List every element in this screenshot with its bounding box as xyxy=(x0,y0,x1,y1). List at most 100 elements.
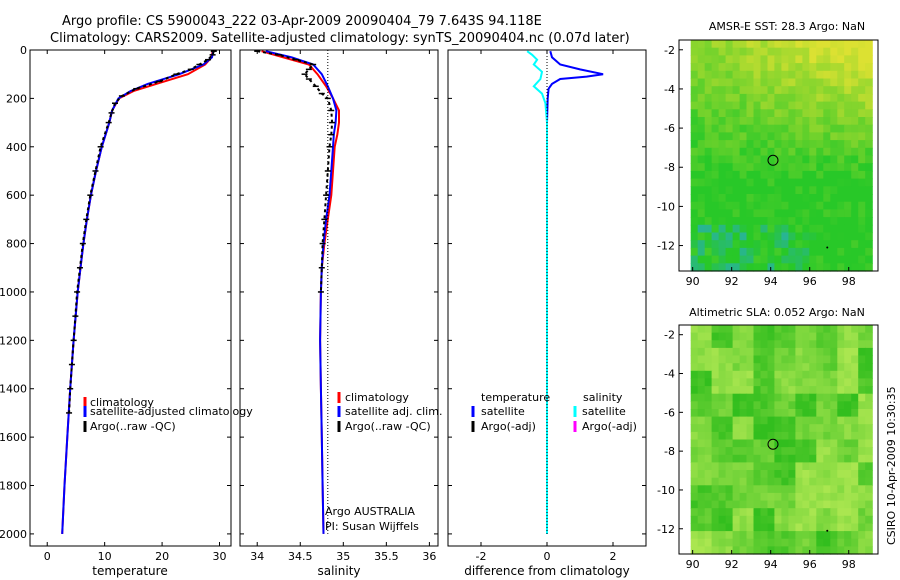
map-cell xyxy=(725,132,734,141)
map-cell xyxy=(753,386,762,395)
map-cell xyxy=(711,454,720,463)
map-cell xyxy=(816,117,824,126)
map-cell xyxy=(690,454,699,463)
map-cell xyxy=(802,224,810,234)
map-cell xyxy=(851,263,859,272)
map-cell xyxy=(725,155,734,164)
legend-sal-satellite: satellite xyxy=(582,405,626,418)
map-cell xyxy=(858,240,866,249)
map-cell xyxy=(865,186,873,195)
map-cell xyxy=(844,47,852,56)
map-cell xyxy=(795,470,803,479)
map-cell xyxy=(802,178,810,187)
map-cell xyxy=(725,416,734,425)
map-cell xyxy=(718,170,727,180)
map-cell xyxy=(746,477,755,486)
map-cell xyxy=(858,232,866,241)
map-cell xyxy=(809,255,817,264)
map-cell xyxy=(753,546,762,555)
map-cell xyxy=(739,431,748,441)
map-cell xyxy=(865,485,873,494)
map-cell xyxy=(774,70,782,80)
map-cell xyxy=(704,117,713,126)
map-cell xyxy=(816,470,824,479)
map-cell xyxy=(823,439,831,448)
map-cell xyxy=(718,325,727,334)
map-cell xyxy=(802,431,810,441)
map-cell xyxy=(704,155,713,164)
map-cell xyxy=(725,170,734,180)
map-cell xyxy=(711,232,720,241)
map-cell xyxy=(746,232,755,241)
map-cell xyxy=(690,186,699,195)
map-cell xyxy=(865,247,873,257)
map-cell xyxy=(844,224,852,234)
map-cell xyxy=(725,439,734,448)
map-cell xyxy=(816,194,824,203)
map-cell xyxy=(725,531,734,540)
map-cell xyxy=(753,393,762,402)
map-cell xyxy=(851,454,859,463)
map-cell xyxy=(844,124,852,133)
map-cell xyxy=(711,401,720,410)
map-cell xyxy=(795,401,803,410)
map-cell xyxy=(816,263,824,272)
map-cell xyxy=(795,370,803,379)
map-cell xyxy=(711,70,720,80)
map-cell xyxy=(711,500,720,509)
map-cell xyxy=(816,209,824,218)
legend-argo: Argo(..raw -QC) xyxy=(345,420,431,433)
map-cell xyxy=(704,409,713,418)
map-cell xyxy=(746,447,755,456)
map-cell xyxy=(781,209,789,218)
map-cell xyxy=(865,386,873,395)
map-cell xyxy=(795,232,803,241)
map-cell xyxy=(746,515,755,524)
map-cell xyxy=(704,93,713,103)
map-cell xyxy=(690,40,699,49)
map-cell xyxy=(739,240,748,249)
map-cell xyxy=(830,247,838,257)
map-cell xyxy=(816,538,824,547)
map-cell xyxy=(690,117,699,126)
map-cell xyxy=(711,386,720,395)
map-cell xyxy=(823,424,831,433)
map-cell xyxy=(795,194,803,203)
map-cell xyxy=(697,340,706,349)
map-cell xyxy=(711,378,720,387)
map-cell xyxy=(725,232,734,241)
map-cell xyxy=(732,186,741,195)
map-cell xyxy=(823,485,831,494)
map-cell xyxy=(774,485,782,494)
map-cell xyxy=(746,470,755,479)
sla-map-panel: Altimetric SLA: 0.052 Argo: NaN 90 92 94 96… xyxy=(657,306,879,571)
map-cell xyxy=(753,117,762,126)
map-cell xyxy=(851,140,859,149)
map-cell xyxy=(858,93,866,103)
map-cell xyxy=(753,186,762,195)
map-cell xyxy=(781,170,789,180)
map-cell xyxy=(788,93,796,103)
map-cell xyxy=(725,378,734,387)
map-cell xyxy=(704,347,713,357)
map-cell xyxy=(788,186,796,195)
map-cell xyxy=(823,240,831,249)
map-cell xyxy=(781,132,789,141)
map-cell xyxy=(830,424,838,433)
map-cell xyxy=(816,332,824,341)
map-cell xyxy=(795,462,803,471)
map-cell xyxy=(809,132,817,141)
map-cell xyxy=(781,325,789,334)
map-cell xyxy=(795,209,803,218)
map-cell xyxy=(732,515,741,524)
map-cell xyxy=(697,147,706,157)
map-cell xyxy=(858,409,866,418)
map-cell xyxy=(816,378,824,387)
map-cell xyxy=(774,209,782,218)
map-cell xyxy=(704,247,713,257)
map-cell xyxy=(802,55,810,64)
map-cell xyxy=(725,546,734,555)
map-cell xyxy=(781,47,789,56)
map-cell xyxy=(788,355,796,364)
map-cell xyxy=(718,132,727,141)
